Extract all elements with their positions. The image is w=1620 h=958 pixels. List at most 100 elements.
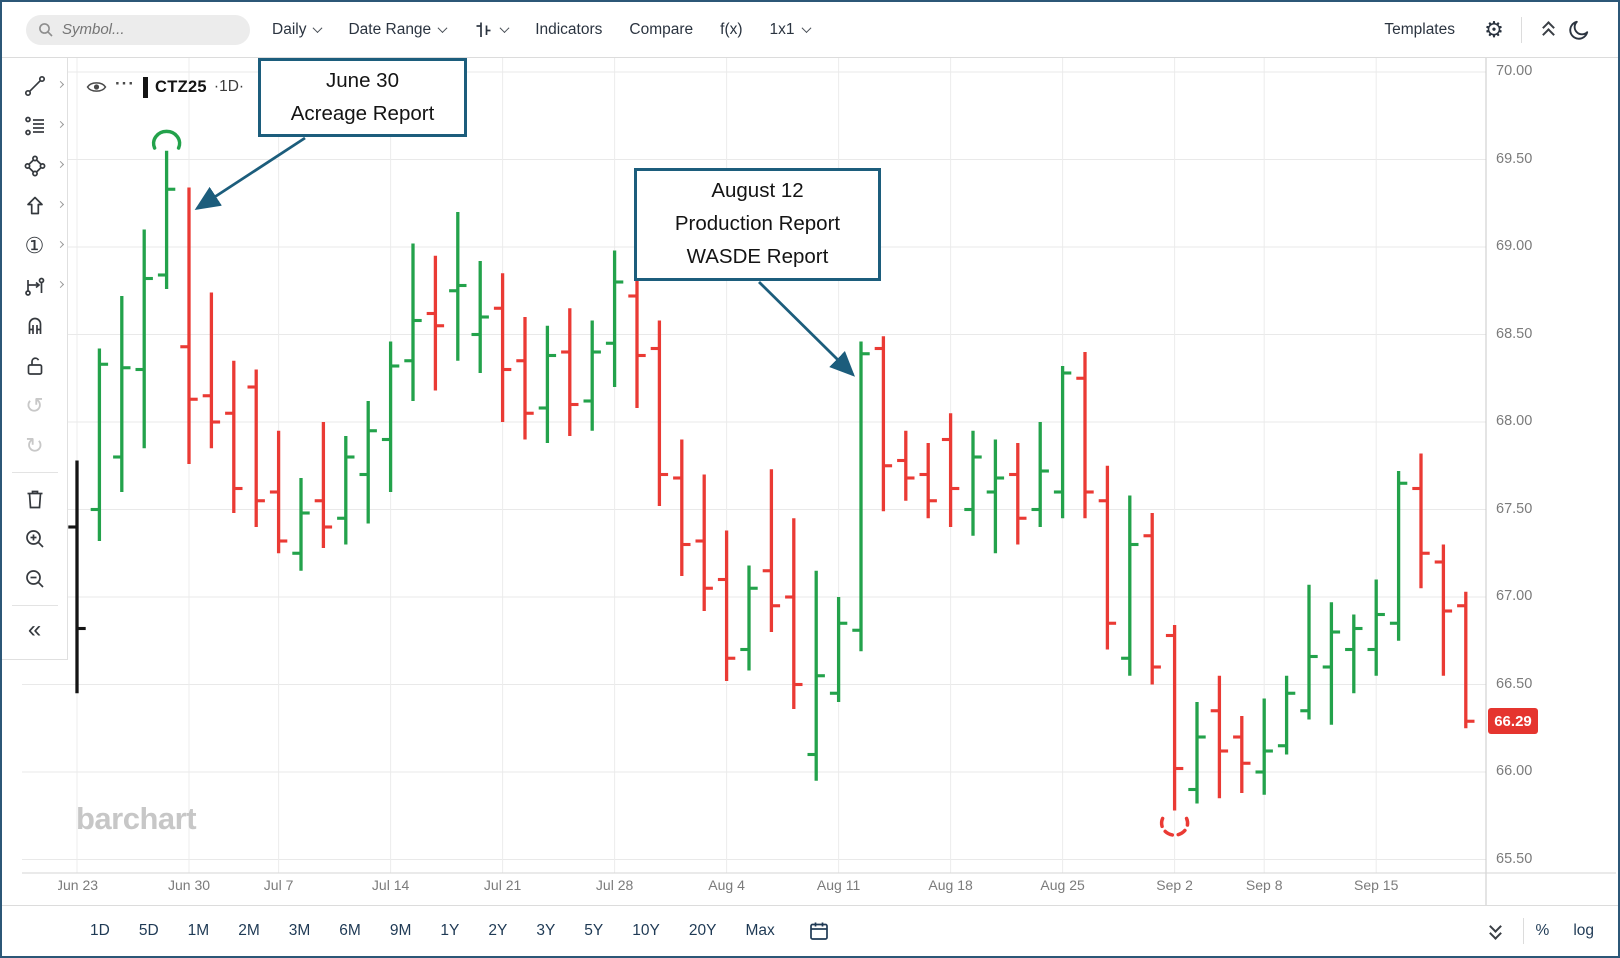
measure-tool[interactable] <box>2 266 68 306</box>
redo-button[interactable]: ↻ <box>2 426 68 466</box>
ohlc-bar <box>516 317 534 440</box>
symbol-search[interactable] <box>26 14 250 45</box>
ohlc-bar <box>1210 675 1229 799</box>
ohlc-bar <box>673 439 691 576</box>
expand-chevron-icon[interactable] <box>56 200 64 209</box>
collapse-panel-button[interactable] <box>1481 916 1511 946</box>
search-icon <box>39 22 53 37</box>
fibonacci-tool[interactable] <box>2 106 68 146</box>
delete-drawings-button[interactable] <box>2 479 68 519</box>
date-label: Jun 30 <box>167 877 211 893</box>
numbered-annotation-tool[interactable]: ① <box>2 226 68 266</box>
sidebar-divider <box>11 472 58 473</box>
ohlc-bar <box>1457 591 1475 729</box>
percent-scale-button[interactable]: % <box>1535 922 1550 939</box>
range-3y[interactable]: 3Y <box>536 922 556 939</box>
interval-dropdown[interactable]: Daily <box>272 20 323 39</box>
ohlc-bar <box>874 336 893 512</box>
ohlc-bar <box>1188 702 1206 804</box>
chart-legend: ··· CTZ25 ·1D· <box>86 74 244 100</box>
ohlc-bar <box>359 401 377 524</box>
dark-mode-toggle[interactable] <box>1564 15 1594 45</box>
range-9m[interactable]: 9M <box>389 922 412 939</box>
compare-button[interactable]: Compare <box>629 21 693 39</box>
range-5d[interactable]: 5D <box>138 922 159 939</box>
collapse-toolbar-button[interactable] <box>1534 15 1564 45</box>
function-button[interactable]: f(x) <box>720 21 742 39</box>
expand-chevron-icon[interactable] <box>56 120 64 129</box>
range-2y[interactable]: 2Y <box>488 922 508 939</box>
date-range-dropdown[interactable]: Date Range <box>348 21 448 39</box>
ohlc-bar <box>605 250 624 387</box>
ohlc-bar <box>717 530 736 681</box>
ohlc-bar <box>180 187 198 464</box>
interval-label: Daily <box>272 20 307 38</box>
range-20y[interactable]: 20Y <box>688 922 717 939</box>
date-label: Sep 15 <box>1354 877 1399 893</box>
ohlc-bar <box>1165 625 1184 811</box>
range-6m[interactable]: 6M <box>339 922 361 939</box>
expand-chevron-icon[interactable] <box>56 280 64 289</box>
expand-chevron-icon[interactable] <box>56 80 64 89</box>
expand-chevron-icon[interactable] <box>56 160 64 169</box>
indicators-button[interactable]: Indicators <box>535 21 602 39</box>
zoom-out-button[interactable] <box>2 559 68 599</box>
price-label: 67.00 <box>1496 588 1533 604</box>
lock-drawings-button[interactable] <box>2 346 68 386</box>
ohlc-bar <box>292 478 310 571</box>
legend-menu-icon[interactable]: ··· <box>115 74 135 93</box>
symbol-label[interactable]: CTZ25 <box>154 77 207 96</box>
arrow-annotation-tool[interactable] <box>2 186 68 226</box>
ohlc-bar <box>1255 698 1273 795</box>
eye-icon[interactable] <box>86 79 107 95</box>
price-label: 66.00 <box>1496 763 1533 779</box>
redo-icon: ↻ <box>25 433 44 458</box>
chart-type-dropdown[interactable] <box>473 20 510 40</box>
magnet-mode-button[interactable] <box>2 306 68 346</box>
fibonacci-icon <box>24 116 44 136</box>
bottom-toolbar: 1D 5D 1M 2M 3M 6M 9M 1Y 2Y 3Y 5Y 10Y 20Y Max % log <box>2 905 1618 956</box>
price-label: 68.00 <box>1496 413 1533 429</box>
settings-button[interactable]: ⚙ <box>1479 15 1509 45</box>
ohlc-bar <box>941 413 960 527</box>
date-label: Aug 18 <box>928 877 973 893</box>
calendar-icon <box>809 922 828 940</box>
ohlc-bar <box>68 460 86 694</box>
annotation-line: WASDE Report <box>686 244 829 268</box>
templates-button[interactable]: Templates <box>1384 20 1455 38</box>
toolbar-right-group: Templates ⚙ <box>1384 15 1594 45</box>
interval-badge[interactable]: ·1D· <box>213 78 245 95</box>
price-label: 66.50 <box>1496 675 1533 692</box>
ohlc-bar <box>247 369 265 527</box>
zoom-in-button[interactable] <box>2 519 68 559</box>
range-10y[interactable]: 10Y <box>632 922 660 939</box>
date-axis: Jun 23 Jun 30 Jul 7 Jul 14 Jul 21 Jul 28 Aug 4… <box>58 877 1482 899</box>
shapes-tool[interactable] <box>2 146 68 186</box>
range-1y[interactable]: 1Y <box>440 922 460 939</box>
trendline-tool[interactable] <box>2 66 68 106</box>
trough-arc-annotation <box>1159 816 1190 837</box>
log-scale-button[interactable]: log <box>1573 922 1594 939</box>
go-to-date-button[interactable] <box>804 916 834 946</box>
ohlc-bar <box>1300 584 1318 720</box>
range-1d[interactable]: 1D <box>90 922 110 939</box>
ohlc-bar <box>695 474 713 611</box>
ohlc-bar <box>1412 453 1430 589</box>
range-max[interactable]: Max <box>745 922 775 939</box>
ohlc-bar <box>135 229 153 449</box>
price-label: 67.50 <box>1496 500 1533 517</box>
undo-button[interactable]: ↺ <box>2 386 68 426</box>
zoom-in-icon <box>25 530 44 548</box>
collapse-sidebar-button[interactable]: « <box>27 616 42 643</box>
range-3m[interactable]: 3M <box>288 922 311 939</box>
ohlc-bar <box>762 469 781 632</box>
date-label: Jul 28 <box>595 877 634 893</box>
search-input[interactable] <box>62 21 232 38</box>
range-5y[interactable]: 5Y <box>584 922 604 939</box>
range-1m[interactable]: 1M <box>187 922 210 939</box>
ohlc-bar <box>493 273 512 422</box>
expand-chevron-icon[interactable] <box>56 240 64 249</box>
range-2m[interactable]: 2M <box>238 922 260 939</box>
layout-grid-dropdown[interactable]: 1x1 <box>770 21 811 39</box>
